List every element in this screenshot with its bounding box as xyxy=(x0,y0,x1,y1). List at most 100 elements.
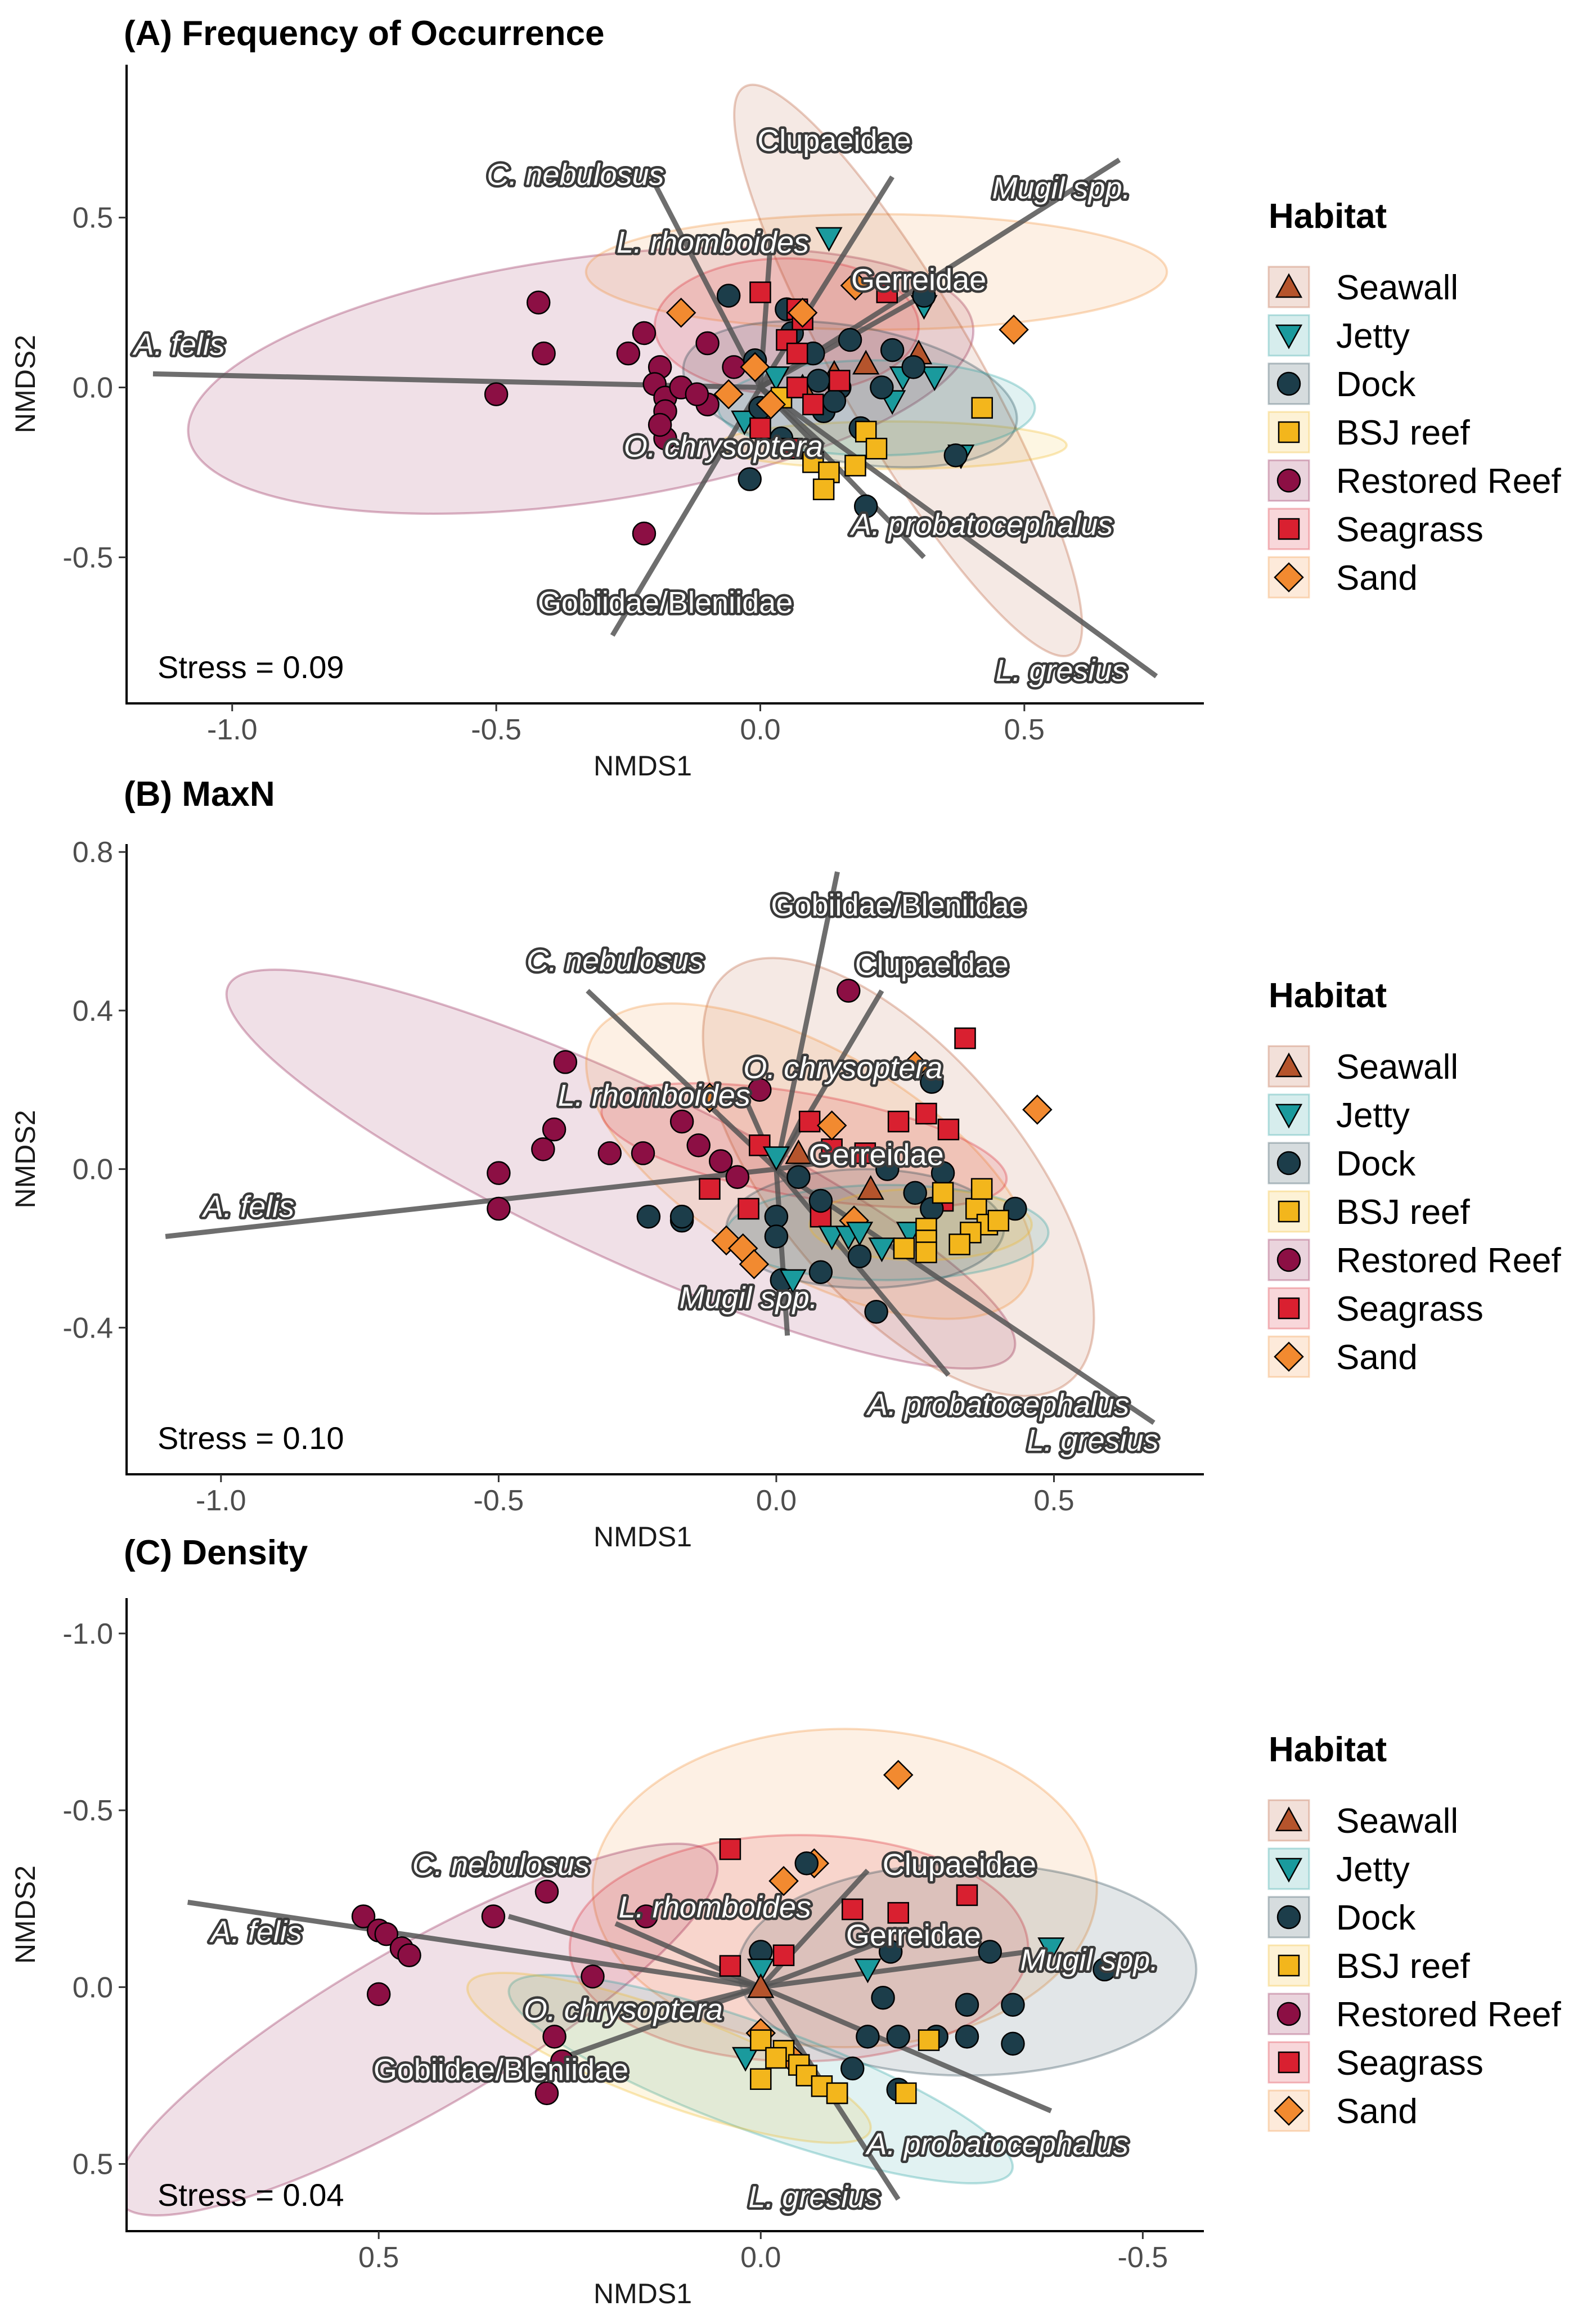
point-seagrass xyxy=(887,1110,910,1133)
point-dock xyxy=(920,1070,944,1094)
point-restored-reef xyxy=(553,1050,578,1074)
point-sand xyxy=(1022,1094,1053,1125)
point-dock xyxy=(878,1940,903,1964)
panel-a: (A) Frequency of Occurrence A. felis C. ne… xyxy=(10,14,1562,782)
point-bsj-reef xyxy=(915,1241,937,1263)
legend-key-restored-reef xyxy=(1267,459,1310,502)
point-restored-reef xyxy=(708,1149,733,1173)
point-dock xyxy=(838,327,862,352)
point-dock xyxy=(880,338,905,362)
legend-label-seawall: Seawall xyxy=(1336,1048,1458,1087)
vector-label-a-probatocephalus: A. probatocephalus xyxy=(865,2127,1129,2161)
panel-a-legend: Habitat Seawall Jetty Dock BSJ reef Restored … xyxy=(1267,197,1562,599)
point-restored-reef xyxy=(374,1922,399,1946)
point-restored-reef xyxy=(534,1879,559,1904)
panel-b-y-label: NMDS2 xyxy=(10,1110,41,1208)
point-dock xyxy=(912,284,936,308)
x-tick-label: -0.5 xyxy=(1118,2241,1168,2274)
point-bsj-reef xyxy=(918,2029,940,2051)
legend-key-restored-reef xyxy=(1267,1993,1310,2035)
point-restored-reef xyxy=(534,2081,559,2106)
point-restored-reef xyxy=(634,1904,658,1928)
point-jetty xyxy=(747,1958,775,1984)
x-tick-label: 0.5 xyxy=(1004,714,1045,746)
point-seawall xyxy=(747,1973,775,1998)
point-seagrass xyxy=(719,1838,741,1860)
legend-key-seagrass xyxy=(1267,1287,1310,1330)
point-bsj-reef xyxy=(971,397,993,419)
point-restored-reef xyxy=(686,1133,711,1157)
legend-marker-bsj-reef xyxy=(1278,1954,1300,1977)
point-dock xyxy=(978,1940,1002,1964)
point-sand xyxy=(816,1110,847,1141)
point-seawall xyxy=(785,1139,812,1164)
vector-gobiidae-bleniidae xyxy=(610,386,763,637)
legend-key-dock xyxy=(1267,1142,1310,1185)
vector-l-gresius xyxy=(775,1167,1156,1425)
legend-label-seagrass: Seagrass xyxy=(1336,1290,1483,1329)
point-dock xyxy=(1003,1196,1027,1221)
panel-c-legend: Habitat Seawall Jetty Dock BSJ reef Restored … xyxy=(1267,1730,1562,2132)
panel-a-y-label: NMDS2 xyxy=(10,335,41,433)
point-jetty xyxy=(854,1958,882,1984)
vector-label-l-rhomboides: L. rhomboides xyxy=(619,1890,811,1924)
point-dock xyxy=(636,1204,661,1229)
legend-marker-jetty xyxy=(1275,1103,1303,1129)
legend-marker-bsj-reef xyxy=(1278,421,1300,443)
vector-label-a-probatocephalus: A. probatocephalus xyxy=(849,508,1113,541)
y-tick-label: 0.4 xyxy=(73,995,113,1028)
point-restored-reef xyxy=(685,382,709,406)
y-tick-label: 0.5 xyxy=(73,2148,113,2181)
point-jetty xyxy=(921,366,948,392)
point-dock xyxy=(786,1165,811,1189)
legend-key-bsj-reef xyxy=(1267,1944,1310,1987)
legend-key-dock xyxy=(1267,362,1310,405)
vector-label-o-chrysoptera: O. chrysoptera xyxy=(624,429,823,463)
x-tick-label: 0.0 xyxy=(756,1484,797,1517)
point-seagrass xyxy=(798,1110,821,1133)
point-restored-reef xyxy=(550,2049,574,2074)
vector-label-clupaeidae: Clupaeidae xyxy=(855,948,1009,982)
legend-marker-dock xyxy=(1276,1905,1301,1930)
vector-label-gerreidae: Gerreidae xyxy=(809,1138,944,1172)
x-tick-label: 0.5 xyxy=(1033,1484,1074,1517)
point-restored-reef xyxy=(542,1117,567,1142)
y-tick-label: -1.0 xyxy=(62,1618,113,1650)
point-restored-reef xyxy=(725,1165,750,1189)
vector-a-felis xyxy=(187,1900,761,1990)
legend-label-sand: Sand xyxy=(1336,2092,1418,2131)
vector-label-l-rhomboides: L. rhomboides xyxy=(617,226,809,259)
point-seagrass xyxy=(749,281,771,303)
point-seagrass xyxy=(821,1138,843,1160)
point-restored-reef xyxy=(487,1196,511,1221)
point-jetty xyxy=(815,227,843,252)
vector-label-gerreidae: Gerreidae xyxy=(851,263,986,297)
point-jetty xyxy=(779,1269,807,1294)
legend-label-bsj-reef: BSJ reef xyxy=(1336,1193,1471,1232)
legend-key-bsj-reef xyxy=(1267,1190,1310,1233)
vector-a-probatocephalus xyxy=(774,1167,951,1377)
point-dock xyxy=(669,1204,694,1229)
panel-b-stress: Stress = 0.10 xyxy=(158,1420,344,1456)
vector-mugil-spp xyxy=(774,1169,790,1336)
y-tick-label: 0.8 xyxy=(73,836,113,869)
point-restored-reef xyxy=(366,1982,391,2007)
x-tick-label: -1.0 xyxy=(196,1484,246,1517)
vector-gerreidae xyxy=(776,1155,860,1172)
legend-label-dock: Dock xyxy=(1336,365,1416,404)
point-bsj-reef xyxy=(970,1178,993,1200)
point-seagrass xyxy=(738,1197,759,1220)
point-jetty xyxy=(818,1226,846,1250)
point-sand xyxy=(694,1083,725,1113)
legend-key-seawall xyxy=(1267,1799,1310,1842)
vector-label-a-felis: A. felis xyxy=(132,327,225,361)
vector-label-l-gresius: L. gresius xyxy=(1027,1424,1159,1457)
point-sand xyxy=(999,315,1029,345)
vector-a-probatocephalus xyxy=(759,1985,1053,2114)
point-restored-reef xyxy=(695,331,720,356)
point-restored-reef xyxy=(542,2025,567,2049)
vector-a-probatocephalus xyxy=(758,385,926,559)
point-restored-reef xyxy=(531,1137,555,1161)
point-sand xyxy=(787,297,818,328)
point-restored-reef xyxy=(526,290,551,315)
